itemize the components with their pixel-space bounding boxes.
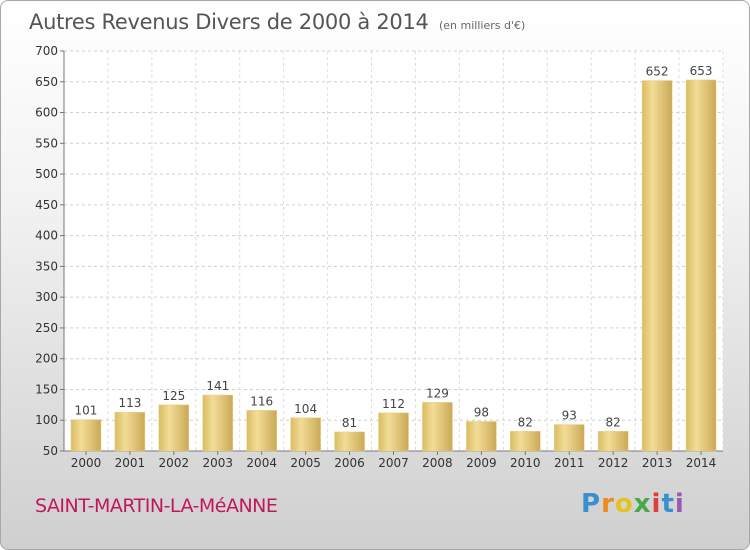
logo-letter: x	[633, 489, 652, 519]
logo-letter: i	[651, 489, 662, 519]
value-label-2003: 141	[206, 379, 229, 393]
y-tick-label: 150	[35, 382, 58, 396]
bar-2002	[158, 404, 190, 452]
value-label-2001: 113	[118, 396, 141, 410]
y-tick-label: 200	[35, 352, 58, 366]
chart-title: Autres Revenus Divers de 2000 à 2014 (en…	[29, 10, 525, 34]
x-tick-label-2003: 2003	[202, 456, 233, 470]
value-label-2004: 116	[250, 394, 273, 408]
bar-2011	[553, 424, 585, 452]
y-tick-label: 650	[35, 75, 58, 89]
chart-title-text: Autres Revenus Divers de 2000 à 2014	[29, 10, 429, 34]
x-tick-label-2013: 2013	[642, 456, 673, 470]
x-tick-label-2005: 2005	[290, 456, 321, 470]
y-tick-label: 450	[35, 198, 58, 212]
logo-letter: P	[581, 489, 602, 519]
bar-2003	[202, 394, 234, 452]
x-tick-label-2001: 2001	[115, 456, 146, 470]
logo-letter: t	[661, 489, 675, 519]
value-label-2008: 129	[426, 386, 449, 400]
y-tick-label: 50	[43, 444, 58, 458]
proxiti-logo: Proxiti	[581, 489, 685, 519]
value-label-2010: 82	[518, 415, 533, 429]
value-label-2005: 104	[294, 402, 317, 416]
x-tick-label-2002: 2002	[159, 456, 190, 470]
y-tick-label: 500	[35, 167, 58, 181]
y-tick-label: 300	[35, 290, 58, 304]
x-tick-label-2000: 2000	[71, 456, 102, 470]
y-tick-label: 250	[35, 321, 58, 335]
x-tick-label-2006: 2006	[334, 456, 365, 470]
x-tick-label-2007: 2007	[378, 456, 409, 470]
y-tick-label: 100	[35, 413, 58, 427]
bar-2008	[422, 402, 453, 452]
bar-2006	[334, 431, 365, 452]
x-tick-label-2010: 2010	[510, 456, 541, 470]
bar-2010	[510, 431, 541, 452]
value-label-2006: 81	[342, 416, 357, 430]
chart-subtitle: (en milliers d'€)	[439, 19, 526, 32]
value-label-2009: 98	[474, 405, 489, 419]
bar-2005	[290, 417, 321, 452]
x-tick-label-2012: 2012	[598, 456, 629, 470]
value-label-2002: 125	[162, 389, 185, 403]
y-tick-label: 600	[35, 106, 58, 120]
logo-letter: i	[674, 489, 685, 519]
y-tick-label: 400	[35, 229, 58, 243]
value-label-2000: 101	[75, 404, 98, 418]
value-label-2012: 82	[606, 415, 621, 429]
bar-2004	[246, 410, 277, 452]
commune-name: SAINT-MARTIN-LA-MéANNE	[35, 495, 278, 517]
x-tick-label-2004: 2004	[246, 456, 277, 470]
value-label-2013: 652	[646, 65, 669, 79]
bar-chart: 50 100 150 200 250 300 350 400 450 500 550 600 650 70…	[35, 44, 724, 470]
value-label-2011: 93	[562, 409, 577, 423]
bar-2012	[597, 431, 629, 452]
x-tick-label-2011: 2011	[554, 456, 585, 470]
plot-area	[64, 51, 723, 451]
bar-2007	[378, 412, 409, 452]
bar-2001	[114, 411, 146, 452]
bars	[70, 79, 717, 452]
bar-2009	[466, 421, 497, 452]
x-tick-label-2009: 2009	[466, 456, 497, 470]
value-label-2007: 112	[382, 397, 405, 411]
logo-letter: r	[601, 489, 615, 519]
bar-2013	[641, 80, 673, 452]
bar-2000	[70, 419, 102, 452]
x-tick-label-2014: 2014	[686, 456, 717, 470]
value-label-2014: 653	[690, 64, 713, 78]
y-tick-label: 550	[35, 136, 58, 150]
labels: 50 100 150 200 250 300 350 400 450 500 550 600 650 70…	[35, 44, 716, 470]
y-tick-label: 350	[35, 259, 58, 273]
y-tick-label: 700	[35, 44, 58, 58]
x-tick-label-2008: 2008	[422, 456, 453, 470]
logo-letter: o	[614, 489, 634, 519]
bar-2014	[685, 79, 717, 452]
